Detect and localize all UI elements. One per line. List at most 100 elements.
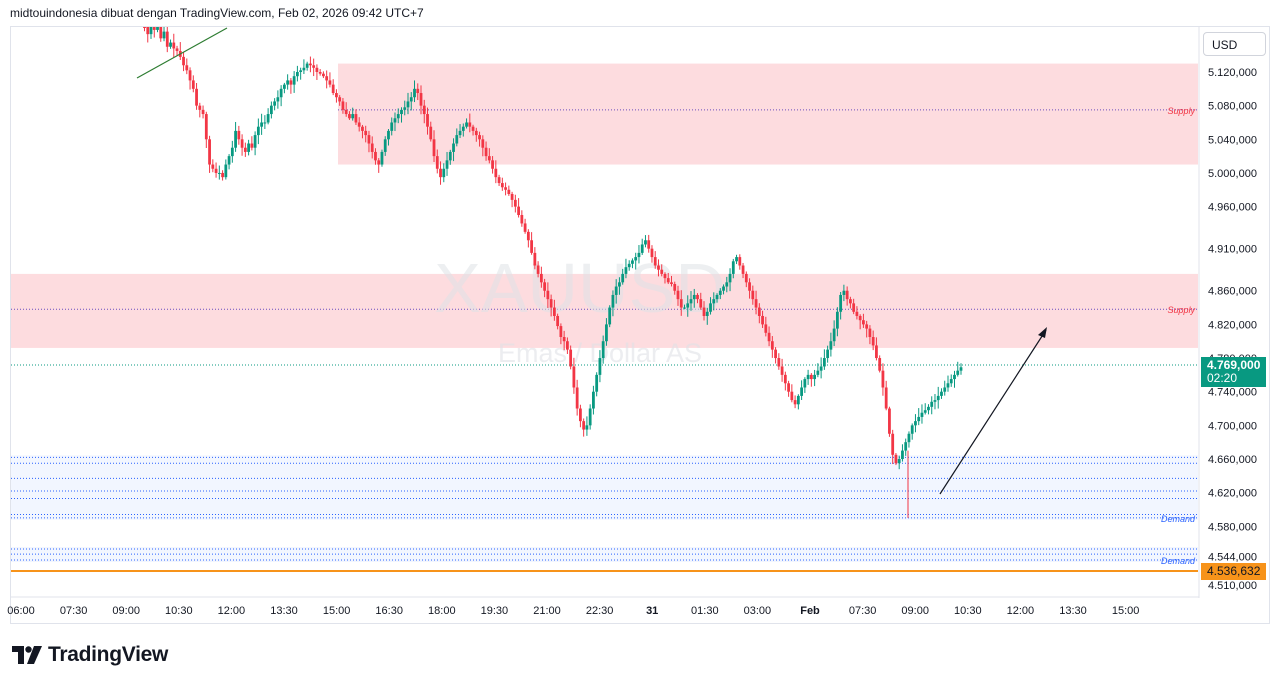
candle-body: [172, 42, 176, 49]
candle-body: [927, 406, 930, 411]
price-axis[interactable]: 5.120,000 5.080,000 5.040,000 5.000,000 4.96…: [1208, 67, 1257, 592]
candle-body: [302, 67, 306, 71]
time-tick-label: 22:30: [586, 605, 614, 617]
candle-body: [598, 358, 602, 375]
candle-body: [914, 421, 917, 426]
candle-body: [582, 421, 586, 430]
projection-arrow-head: [1038, 327, 1047, 338]
candle-body: [526, 231, 530, 241]
candle-body: [862, 320, 865, 325]
candle-body: [881, 370, 885, 388]
demand-upper-zone[interactable]: [11, 455, 1198, 520]
candle-body: [959, 367, 963, 371]
candle-body: [637, 252, 641, 258]
candle-body: [790, 391, 794, 401]
candle-body: [855, 311, 859, 316]
candle-body: [149, 27, 153, 35]
candle-body: [367, 135, 371, 144]
currency-selector[interactable]: USD: [1203, 32, 1266, 56]
candle-body: [595, 374, 599, 392]
candle-body: [250, 143, 254, 148]
candle-body: [286, 80, 290, 85]
tradingview-logo[interactable]: TradingView: [12, 643, 168, 667]
candle-body: [806, 374, 810, 380]
candle-body: [426, 114, 429, 127]
candle-body: [240, 139, 244, 148]
tradingview-logo-text: TradingView: [48, 643, 169, 666]
candle-body: [536, 265, 540, 274]
candle-body: [533, 252, 537, 266]
candle-body: [504, 187, 507, 190]
candle-body: [793, 400, 797, 405]
candle-body: [894, 454, 898, 464]
candle-body: [227, 156, 231, 165]
candle-body: [832, 328, 836, 342]
candle-body: [933, 400, 937, 402]
candle-body: [650, 248, 654, 258]
trendline-top-left[interactable]: [136, 27, 228, 79]
candle-body: [315, 67, 319, 72]
candle-body: [217, 172, 221, 174]
candle-body: [917, 416, 921, 422]
candles-layer: [143, 27, 963, 518]
candle-body: [487, 156, 491, 161]
price-tick-label: 4.580,000: [1208, 521, 1257, 533]
time-axis[interactable]: 06:00 07:30 09:00 10:30 12:00 13:30 15:00 16:30…: [7, 605, 1139, 617]
candle-body: [549, 299, 553, 308]
candle-body: [253, 135, 257, 148]
candle-body: [878, 358, 882, 371]
candle-body: [735, 257, 738, 262]
candle-body: [348, 114, 351, 119]
candle-body: [741, 265, 745, 274]
candle-body: [195, 88, 198, 106]
demand-lower-zone[interactable]: [11, 547, 1198, 562]
candle-body: [159, 27, 163, 39]
candle-body: [774, 349, 777, 359]
candle-body: [539, 273, 543, 283]
price-tick-label: 4.740,000: [1208, 387, 1257, 399]
tradingview-logo-icon: [12, 646, 42, 664]
candle-body: [204, 114, 208, 140]
candle-body: [930, 401, 934, 407]
candle-body: [429, 126, 433, 140]
candle-body: [852, 303, 856, 312]
candle-body: [484, 147, 488, 157]
candle-body: [214, 168, 218, 173]
candle-body: [738, 257, 742, 266]
price-tick-label: 4.510,000: [1208, 580, 1257, 592]
candle-body: [370, 143, 374, 152]
candle-body: [579, 408, 582, 422]
candle-body: [670, 282, 673, 285]
projection-arrow-line[interactable]: [939, 329, 1047, 495]
candle-body: [692, 294, 696, 300]
candle-body: [266, 114, 270, 123]
supply-lower-zone[interactable]: [11, 273, 1198, 348]
candle-body: [416, 88, 420, 94]
candle-body: [292, 76, 296, 85]
candle-body: [946, 383, 950, 388]
candle-body: [471, 126, 475, 131]
candle-body: [396, 114, 400, 119]
candle-body: [422, 105, 426, 115]
candle-body: [165, 31, 169, 47]
candle-body: [282, 84, 286, 89]
candle-body: [803, 379, 807, 388]
candle-body: [507, 189, 511, 194]
time-tick-label: 18:00: [428, 605, 456, 617]
candle-body: [546, 290, 550, 300]
candle-body: [162, 31, 166, 39]
last-price-value: 4.769,000: [1207, 358, 1261, 372]
price-tick-label: 5.120,000: [1208, 67, 1257, 79]
time-tick-label: 10:30: [165, 605, 193, 617]
price-tick-label: 4.544,000: [1208, 552, 1257, 564]
time-tick-label: 10:30: [954, 605, 982, 617]
supply-upper-zone[interactable]: [338, 63, 1198, 165]
candle-body: [712, 299, 716, 304]
candle-body: [325, 76, 329, 81]
candle-body: [673, 284, 677, 291]
candle-body: [364, 130, 368, 136]
candle-body: [169, 42, 172, 47]
candle-body: [491, 160, 494, 169]
candle-body: [686, 303, 690, 308]
